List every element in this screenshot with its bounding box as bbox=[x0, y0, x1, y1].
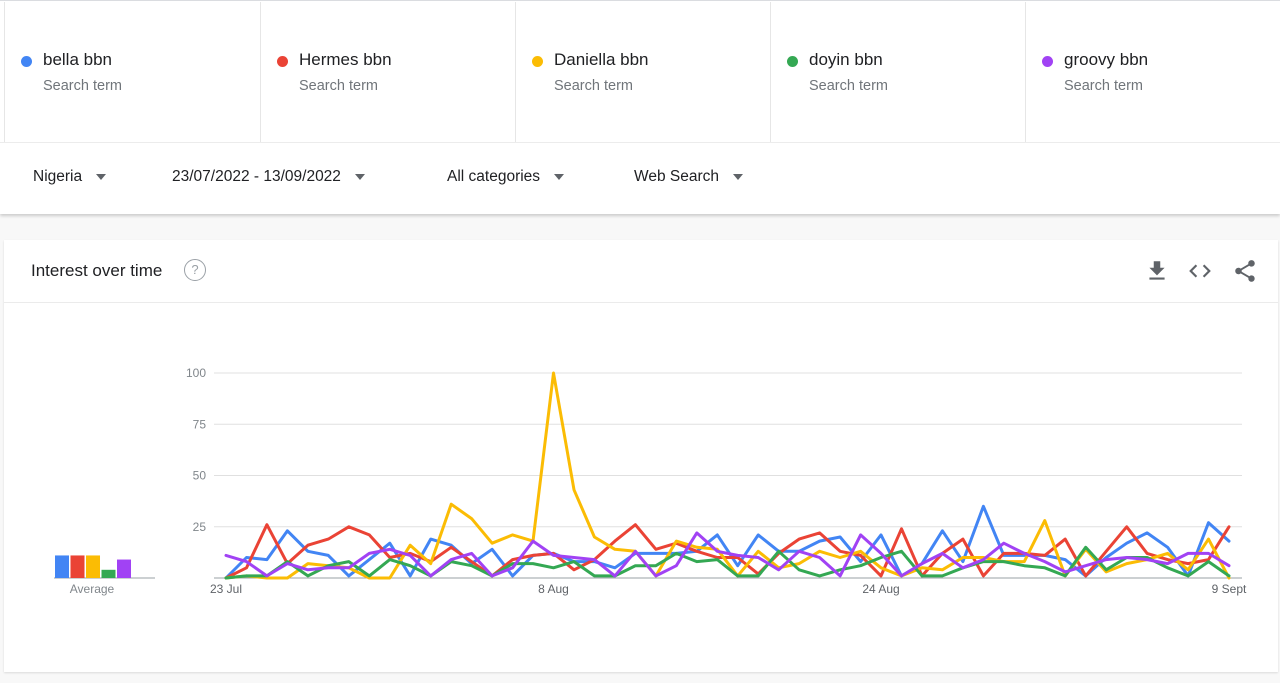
interest-over-time-card: Interest over time ? 25 50 75 100 23 Jul 8 Au… bbox=[4, 240, 1278, 672]
average-bar bbox=[101, 569, 116, 578]
download-icon[interactable] bbox=[1144, 258, 1170, 284]
caret-down-icon bbox=[354, 174, 365, 180]
search-term-card[interactable]: bella bbn Search term bbox=[4, 2, 260, 142]
x-tick-label: 23 Jul bbox=[210, 582, 242, 596]
region-filter[interactable]: Nigeria bbox=[33, 168, 107, 186]
series-line bbox=[224, 545, 1231, 580]
average-bar bbox=[55, 555, 69, 578]
category-filter-label: All categories bbox=[447, 168, 541, 185]
y-tick-label: 25 bbox=[193, 520, 207, 534]
series-color-dot bbox=[532, 56, 543, 67]
search-term-name: bella bbn bbox=[43, 50, 113, 69]
caret-down-icon bbox=[554, 174, 565, 180]
x-tick-label: 24 Aug bbox=[862, 582, 899, 596]
search-type-filter-label: Web Search bbox=[634, 168, 720, 185]
search-term-card[interactable]: Daniella bbn Search term bbox=[515, 2, 770, 142]
y-tick-label: 50 bbox=[193, 469, 207, 483]
series-line bbox=[224, 371, 1231, 580]
search-term-type: Search term bbox=[43, 78, 122, 94]
search-terms-bar: bella bbn Search term Hermes bbn Search ter… bbox=[0, 2, 1280, 142]
average-bar bbox=[117, 559, 131, 578]
series-color-dot bbox=[21, 56, 32, 67]
search-term-name: Hermes bbn bbox=[299, 50, 392, 69]
series-line bbox=[224, 523, 1231, 580]
date-range-filter[interactable]: 23/07/2022 - 13/09/2022 bbox=[172, 168, 365, 186]
series-color-dot bbox=[787, 56, 798, 67]
search-term-type: Search term bbox=[554, 78, 633, 94]
search-term-card[interactable]: doyin bbn Search term bbox=[770, 2, 1025, 142]
card-title: Interest over time bbox=[31, 261, 163, 280]
share-icon[interactable] bbox=[1232, 258, 1258, 284]
search-term-name: groovy bbn bbox=[1064, 50, 1149, 69]
average-bar bbox=[70, 555, 85, 578]
average-label: Average bbox=[70, 582, 115, 596]
interest-over-time-chart: 25 50 75 100 23 Jul 8 Aug 24 Aug 9 Sept Average bbox=[54, 366, 1247, 596]
series-line bbox=[224, 531, 1231, 578]
series-color-dot bbox=[277, 56, 288, 67]
date-range-filter-label: 23/07/2022 - 13/09/2022 bbox=[172, 168, 341, 185]
filter-bar: Nigeria 23/07/2022 - 13/09/2022 All cate… bbox=[0, 142, 1280, 215]
search-type-filter[interactable]: Web Search bbox=[634, 168, 744, 186]
search-term-type: Search term bbox=[1064, 78, 1143, 94]
search-term-type: Search term bbox=[299, 78, 378, 94]
series-color-dot bbox=[1042, 56, 1053, 67]
caret-down-icon bbox=[96, 174, 107, 180]
caret-down-icon bbox=[733, 174, 744, 180]
average-bar bbox=[86, 555, 100, 578]
search-term-type: Search term bbox=[809, 78, 888, 94]
search-term-name: doyin bbn bbox=[809, 50, 883, 69]
y-tick-label: 75 bbox=[193, 417, 207, 431]
help-circle-icon[interactable]: ? bbox=[184, 259, 206, 281]
comparison-header: bella bbn Search term Hermes bbn Search ter… bbox=[0, 0, 1280, 214]
search-term-card[interactable]: groovy bbn Search term bbox=[1025, 2, 1280, 142]
embed-code-icon[interactable] bbox=[1187, 258, 1213, 284]
series-line bbox=[224, 504, 1231, 580]
card-header: Interest over time ? bbox=[4, 240, 1278, 303]
x-tick-label: 9 Sept bbox=[1212, 582, 1247, 596]
search-term-card[interactable]: Hermes bbn Search term bbox=[260, 2, 515, 142]
x-tick-label: 8 Aug bbox=[538, 582, 569, 596]
region-filter-label: Nigeria bbox=[33, 168, 83, 185]
search-term-name: Daniella bbn bbox=[554, 50, 649, 69]
category-filter[interactable]: All categories bbox=[447, 168, 565, 186]
y-tick-label: 100 bbox=[186, 366, 206, 380]
